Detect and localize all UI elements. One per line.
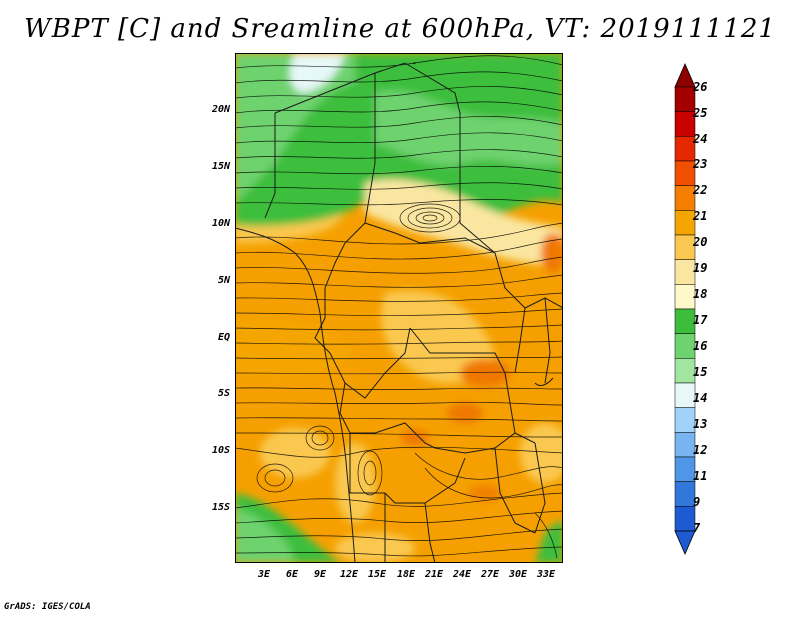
lon-label-21e: 21E [424,569,444,580]
lat-label-5n: 5N [217,275,230,286]
colorbar-segment [674,185,696,211]
colorbar-segment [674,160,696,186]
lon-label-24e: 24E [452,569,472,580]
colorbar-segment [674,308,696,334]
lon-label-12e: 12E [339,569,359,580]
colorbar-label-26: 26 [693,80,708,94]
colorbar-label-18: 18 [693,287,708,301]
colorbar-label-23: 23 [693,157,708,171]
lon-label-3e: 3E [257,569,271,580]
grads-credit: GrADS: IGES/COLA [4,602,91,612]
colorbar-segment [674,333,696,359]
lon-label-9e: 9E [313,569,327,580]
lat-label-5s: 5S [217,388,230,399]
colorbar-segment [674,210,696,236]
colorbar-label-16: 16 [693,339,708,353]
lon-label-30e: 30E [508,569,528,580]
wbpt-streamline-map [235,53,563,563]
colorbar-label-9: 9 [693,495,701,509]
colorbar [674,63,696,555]
lat-label-20n: 20N [211,104,230,115]
map-title: WBPT [C] and Sreamline at 600hPa, VT: 20… [24,14,776,44]
lat-label-10n: 10N [211,218,230,229]
colorbar-segment [674,456,696,482]
lat-label-15s: 15S [211,502,230,513]
lon-label-6e: 6E [285,569,299,580]
lat-label-eq: EQ [217,332,230,343]
lon-label-15e: 15E [367,569,387,580]
colorbar-segment [674,86,696,112]
colorbar-label-15: 15 [693,365,708,379]
colorbar-label-25: 25 [693,106,708,120]
colorbar-label-17: 17 [693,313,708,327]
colorbar-segment [674,259,696,285]
colorbar-segment [674,382,696,408]
lon-label-33e: 33E [536,569,556,580]
colorbar-label-22: 22 [693,183,708,197]
lat-label-10s: 10S [211,445,230,456]
colorbar-label-14: 14 [693,391,708,405]
lon-label-27e: 27E [480,569,500,580]
colorbar-label-12: 12 [693,443,708,457]
colorbar-label-21: 21 [693,209,708,223]
colorbar-label-7: 7 [693,521,701,535]
colorbar-label-19: 19 [693,261,708,275]
colorbar-segment [674,432,696,458]
colorbar-label-11: 11 [693,469,708,483]
colorbar-label-13: 13 [693,417,708,431]
colorbar-segment [674,358,696,384]
colorbar-segment [674,136,696,162]
lon-label-18e: 18E [396,569,416,580]
lat-label-15n: 15N [211,161,230,172]
colorbar-segment [674,284,696,310]
colorbar-segment [674,506,696,532]
colorbar-segment [674,234,696,260]
colorbar-segment [674,481,696,507]
colorbar-segment [674,111,696,137]
colorbar-top-arrow [674,63,696,88]
colorbar-label-24: 24 [693,132,708,146]
colorbar-bottom-arrow [674,530,696,555]
colorbar-segment [674,407,696,433]
colorbar-label-20: 20 [693,235,708,249]
